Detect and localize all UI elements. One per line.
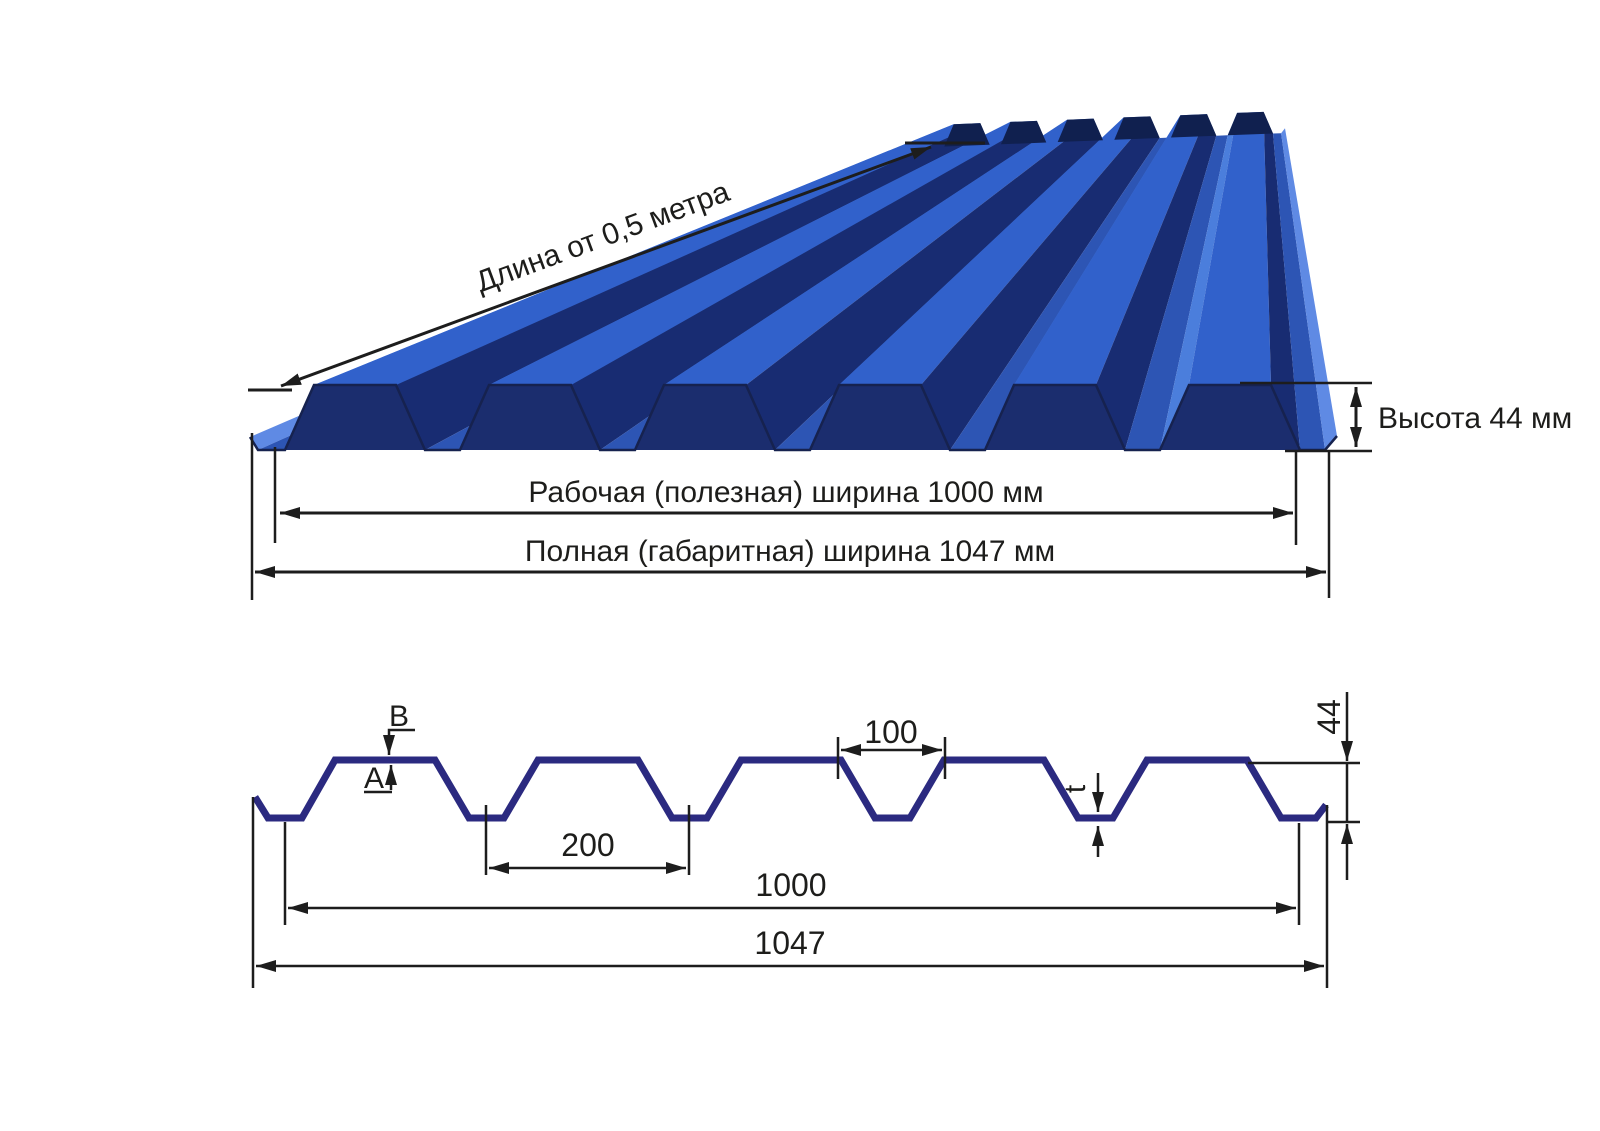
label-t: t xyxy=(1059,784,1092,793)
sheet-rib-endcap xyxy=(944,123,990,147)
sheet-front-hollow xyxy=(985,385,1125,450)
sheet-face-lip xyxy=(1281,128,1337,451)
profile-polyline xyxy=(252,756,1329,822)
sheet-front-hollow xyxy=(285,385,425,450)
sheet-front-hollow xyxy=(810,385,950,450)
working-width-label: Рабочая (полезная) ширина 1000 мм xyxy=(528,476,1043,509)
overall-width-label: Полная (габаритная) ширина 1047 мм xyxy=(525,535,1055,568)
sheet-front-hollow xyxy=(460,385,600,450)
sheet-face-down xyxy=(1096,114,1217,450)
sheet-rib-endcap xyxy=(1227,111,1273,136)
height-label: Высота 44 мм xyxy=(1378,402,1572,435)
sheet-face-down xyxy=(921,116,1160,451)
section-labels: B A 100 200 t 44 1000 1047 xyxy=(364,699,1347,961)
sheet-face-up xyxy=(1160,112,1238,451)
length-dim-line xyxy=(280,145,932,388)
sheet-face-valley xyxy=(1125,135,1228,451)
label-100: 100 xyxy=(864,714,917,750)
sheet-face-valley xyxy=(1273,133,1325,450)
section-dimensions xyxy=(251,692,1360,988)
sheet-front-edge xyxy=(248,383,1338,452)
sheet-rib-endcap xyxy=(1057,118,1103,142)
label-1047: 1047 xyxy=(754,925,825,961)
label-b: B xyxy=(389,700,409,733)
sheet-front-hollow xyxy=(1160,385,1300,450)
sheet-face-crest xyxy=(1189,111,1271,386)
sheet-3d-rendering xyxy=(248,111,1338,452)
sheet-front-hollow xyxy=(635,385,775,450)
sheet-face-down xyxy=(1263,111,1300,451)
label-200: 200 xyxy=(561,827,614,863)
top-dimensions xyxy=(248,141,1372,600)
sheet-rib-endcap xyxy=(1114,116,1160,140)
label-1000: 1000 xyxy=(755,867,826,903)
section-profile xyxy=(252,756,1329,822)
label-a: A xyxy=(364,762,384,795)
sheet-rib-endcap xyxy=(1001,120,1047,145)
sheet-rib-endcap xyxy=(1171,114,1217,138)
label-44: 44 xyxy=(1311,699,1347,735)
sheet-face-crest xyxy=(1014,114,1207,385)
sheet-face-valley xyxy=(950,137,1171,450)
